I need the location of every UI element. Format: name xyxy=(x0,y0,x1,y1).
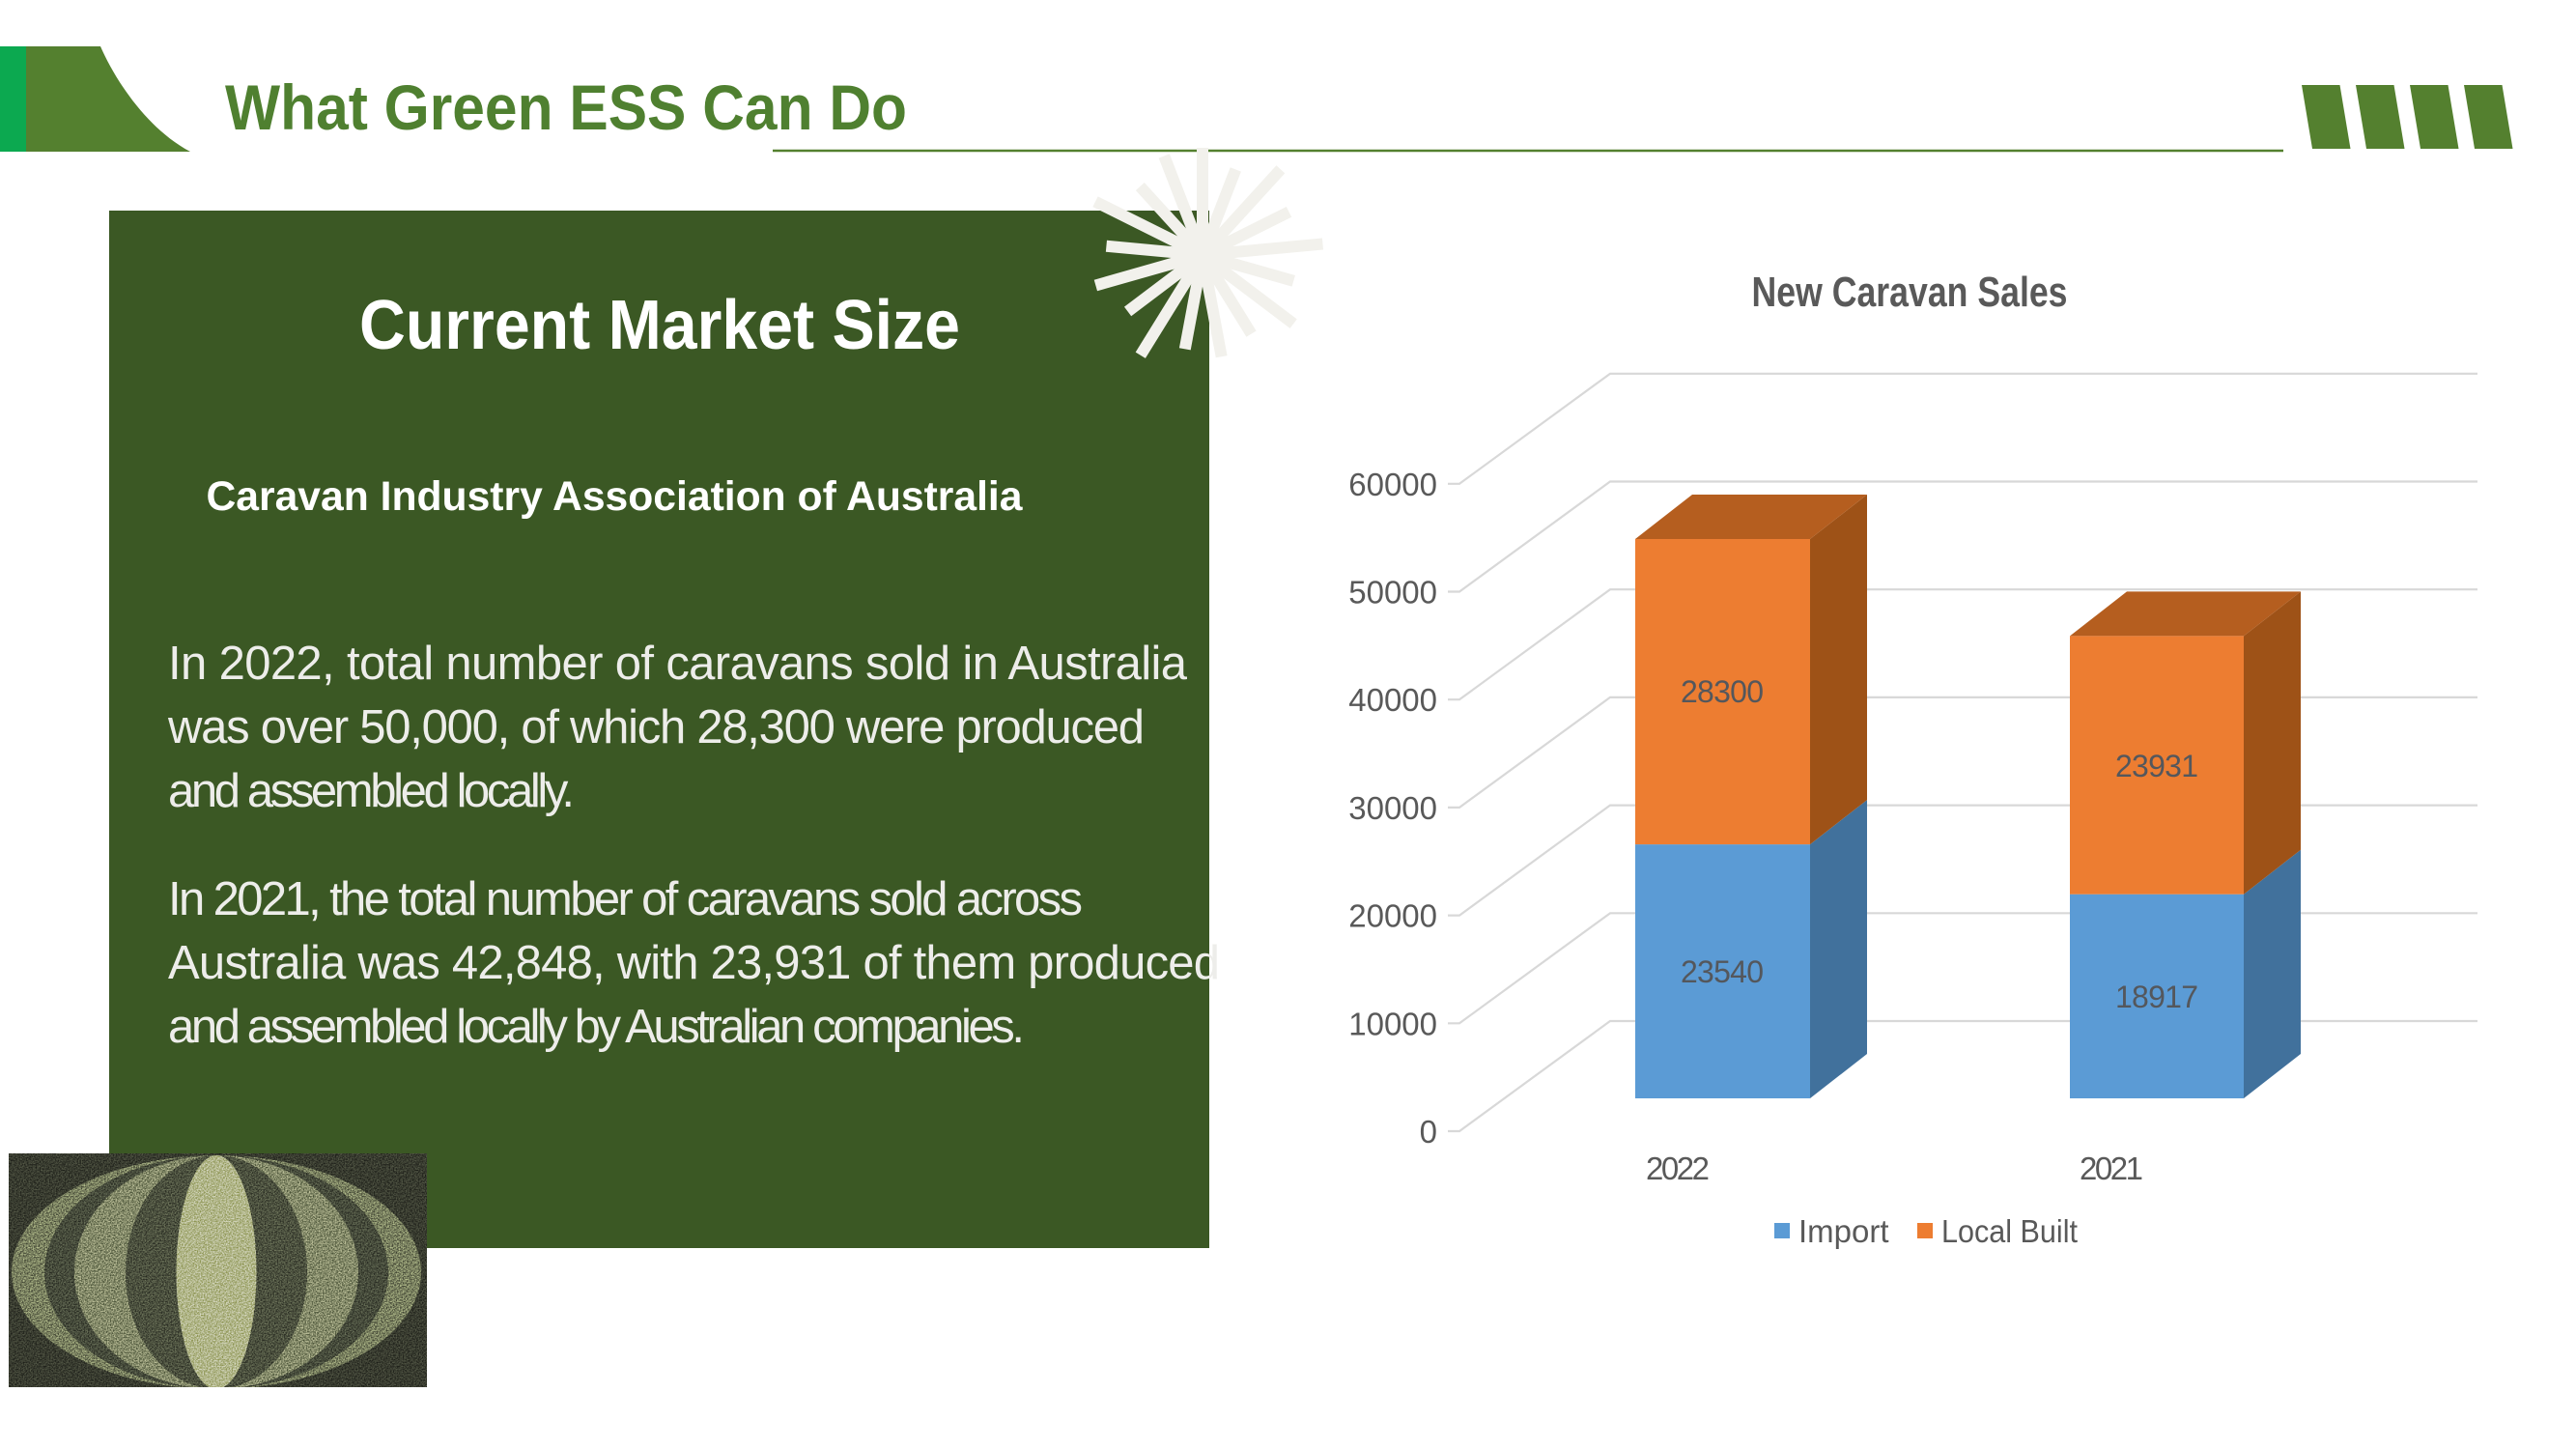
svg-text:23931: 23931 xyxy=(2115,749,2198,783)
svg-text:What Green ESS Can Do: What Green ESS Can Do xyxy=(225,71,907,143)
svg-text:was over 50,000, of which 28,3: was over 50,000, of which 28,300 were pr… xyxy=(167,701,1145,753)
svg-text:23540: 23540 xyxy=(1681,954,1764,989)
svg-text:30000: 30000 xyxy=(1348,790,1437,826)
svg-text:and assembled locally.: and assembled locally. xyxy=(168,765,575,817)
svg-text:and assembled locally by Austr: and assembled locally by Australian comp… xyxy=(168,1001,1025,1053)
svg-text:New Caravan Sales: New Caravan Sales xyxy=(1752,269,2068,316)
svg-text:Australia was 42,848, with 23,: Australia was 42,848, with 23,931 of the… xyxy=(168,937,1220,989)
svg-text:2022: 2022 xyxy=(1646,1151,1710,1186)
svg-text:Caravan Industry Association o: Caravan Industry Association of Australi… xyxy=(207,473,1024,520)
svg-text:In 2022, total number of carav: In 2022, total number of caravans sold i… xyxy=(168,638,1188,690)
svg-text:2021: 2021 xyxy=(2080,1151,2143,1186)
svg-text:28300: 28300 xyxy=(1681,674,1764,709)
svg-text:0: 0 xyxy=(1420,1114,1437,1150)
svg-text:40000: 40000 xyxy=(1348,682,1437,718)
svg-text:Current Market Size: Current Market Size xyxy=(359,287,960,364)
svg-text:20000: 20000 xyxy=(1348,898,1437,934)
svg-text:Local Built: Local Built xyxy=(1941,1213,2078,1249)
svg-text:Import: Import xyxy=(1798,1213,1889,1249)
svg-text:10000: 10000 xyxy=(1348,1006,1437,1041)
svg-text:50000: 50000 xyxy=(1348,575,1437,611)
svg-text:In 2021, the total number of c: In 2021, the total number of caravans so… xyxy=(168,873,1083,925)
svg-text:18917: 18917 xyxy=(2115,980,2198,1014)
svg-text:60000: 60000 xyxy=(1348,467,1437,502)
